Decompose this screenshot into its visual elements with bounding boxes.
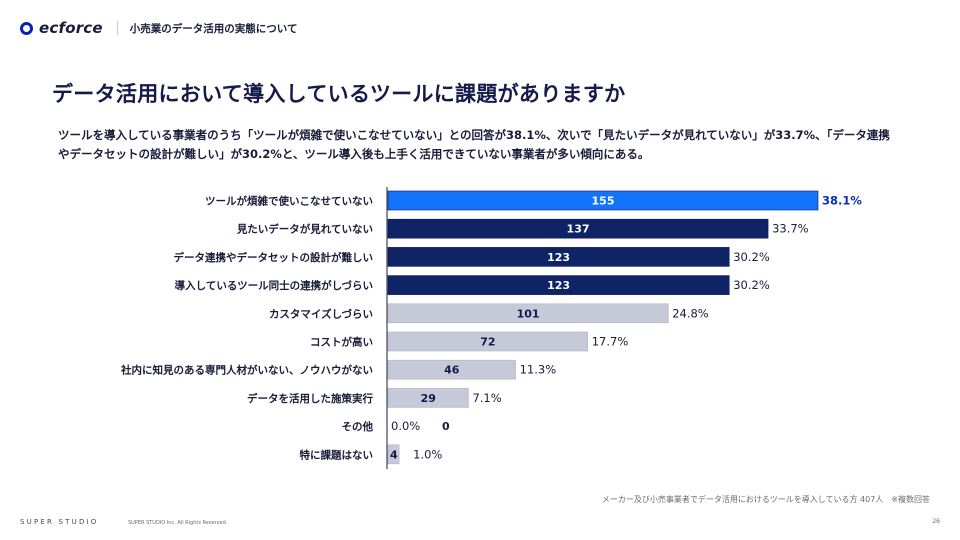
category-label: 特に課題はない: [300, 448, 374, 461]
value-label: 155: [592, 195, 615, 208]
percentage-label: 33.7%: [772, 222, 809, 236]
header: ecforce 小売業のデータ活用の実態について: [20, 18, 297, 38]
header-divider: [116, 21, 118, 35]
bar: [387, 218, 769, 239]
bar: [387, 331, 589, 352]
category-label: データを活用した施策実行: [247, 392, 373, 405]
percentage-label: 24.8%: [672, 306, 709, 320]
percentage-label: 1.0%: [413, 447, 442, 461]
category-label: データ連携やデータセットの設計が難しい: [174, 251, 374, 264]
ring-logo-icon: [20, 21, 33, 35]
copyright: SUPER STUDIO Inc. All Rights Reserved.: [128, 520, 228, 526]
percentage-label: 0.0%: [391, 419, 420, 433]
value-label: 46: [444, 364, 460, 377]
value-label: 0: [442, 420, 450, 433]
value-label: 123: [547, 279, 570, 292]
category-label: 見たいデータが見れていない: [236, 223, 373, 236]
percentage-label: 17.7%: [592, 335, 629, 349]
page-title: データ活用において導入しているツールに課題がありますか: [52, 82, 626, 106]
bar: [387, 444, 400, 465]
page-number: 26: [932, 518, 940, 525]
category-label: カスタマイズしづらい: [269, 307, 373, 320]
value-label: 29: [421, 392, 436, 405]
summary-text: ツールを導入している事業者のうち「ツールが煩雑で使いこなせていない」との回答が3…: [58, 128, 890, 161]
value-label: 101: [517, 307, 540, 320]
brand-logo: ecforce: [39, 19, 103, 37]
bar: [387, 303, 669, 324]
footer-brand: SUPER STUDIO: [20, 518, 99, 526]
bar: [387, 275, 730, 295]
bar: [387, 388, 469, 408]
section-title: 小売業のデータ活用の実態について: [129, 22, 298, 35]
value-label: 137: [567, 223, 590, 236]
bar: [387, 190, 819, 211]
percentage-label: 30.2%: [733, 278, 770, 292]
percentage-label: 11.3%: [520, 363, 557, 377]
category-label: 導入しているツール同士の連携がしづらい: [175, 279, 373, 292]
percentage-label: 38.1%: [822, 194, 862, 208]
category-label: 社内に知見のある専門人材がいない、ノウハウがない: [120, 364, 373, 377]
source-note: メーカー及び小売事業者でデータ活用におけるツールを導入している方 407人 ※複…: [601, 495, 930, 504]
value-label: 123: [547, 251, 570, 264]
bar: [387, 247, 730, 267]
percentage-label: 30.2%: [733, 250, 770, 264]
category-label: ツールが煩雑で使いこなせていない: [205, 195, 373, 208]
value-label: 72: [480, 336, 495, 349]
value-label: 4: [390, 448, 398, 461]
category-label: その他: [342, 420, 374, 433]
percentage-label: 7.1%: [472, 391, 501, 405]
category-label: コストが高い: [310, 336, 373, 349]
bar: [387, 359, 516, 380]
